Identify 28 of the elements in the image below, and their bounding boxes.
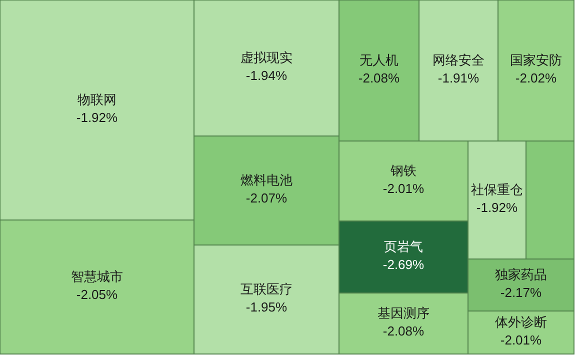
category-label: 燃料电池 [240, 174, 292, 188]
category-label: 无人机 [360, 54, 398, 68]
data-label: -2.69% [382, 257, 425, 272]
data-label: -2.08% [382, 324, 425, 338]
data-label: -2.05% [76, 287, 118, 302]
data-label: -2.07% [246, 190, 288, 206]
data-label: -2.08% [358, 70, 400, 86]
category-label: 体外诊断 [495, 316, 547, 330]
category-label: 智慧城市 [71, 270, 123, 285]
data-label: -2.01% [382, 181, 425, 196]
data-label: -2.02% [515, 70, 558, 86]
data-label: -1.92% [76, 110, 118, 125]
category-label: 基因测序 [378, 306, 430, 322]
category-label: 社保重仓 [471, 183, 523, 198]
category-label: 虚拟现实 [240, 51, 292, 66]
data-label: -2.01% [500, 332, 542, 348]
data-label: -1.91% [438, 70, 480, 86]
category-label: 物联网 [78, 93, 116, 108]
data-label: -2.17% [500, 285, 542, 300]
data-label: -1.92% [476, 200, 518, 215]
category-label: 独家药品 [495, 267, 547, 283]
category-label: 国家安防 [510, 52, 562, 68]
category-label: 网络安全 [432, 52, 484, 68]
data-label: -1.94% [246, 68, 288, 83]
category-label: 互联医疗 [240, 282, 292, 298]
category-label: 钢铁 [390, 164, 416, 179]
category-label: 页岩气 [384, 240, 423, 255]
data-label: -1.95% [246, 300, 288, 314]
